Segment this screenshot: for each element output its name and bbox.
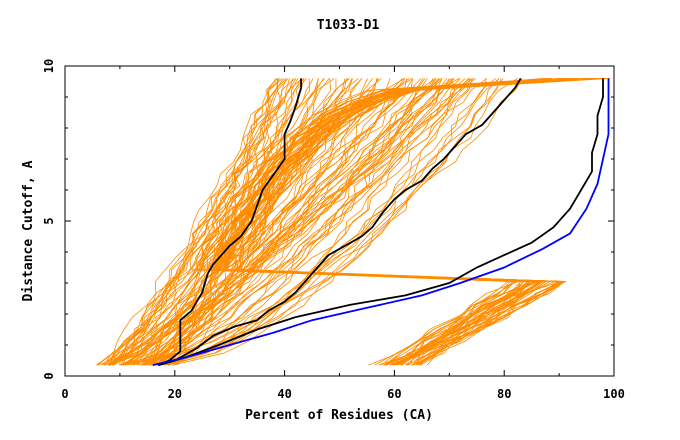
y-axis-label: Distance Cutoff, A (21, 160, 36, 301)
model-curve (208, 78, 596, 366)
model-curve (110, 78, 408, 366)
model-curve (120, 78, 436, 366)
model-curve (239, 78, 604, 366)
model-curve (143, 78, 422, 366)
model-curve (108, 78, 436, 366)
model-curve (152, 78, 378, 366)
model-curve (123, 78, 523, 366)
model-curve (214, 78, 571, 366)
model-curve (145, 78, 314, 366)
model-curve (119, 78, 279, 366)
series-line-highlight-middle (158, 77, 522, 366)
bundle-layer (96, 78, 611, 366)
model-curve (161, 78, 473, 366)
model-curve (168, 78, 297, 366)
model-curve (225, 78, 604, 366)
y-tick-label: 0 (42, 372, 56, 379)
model-curve (138, 78, 324, 366)
model-curve (120, 78, 504, 366)
series-line-highlight-left (157, 78, 303, 366)
model-curve (173, 78, 426, 366)
model-curve (119, 78, 461, 366)
series-line-highlight-right (158, 78, 604, 366)
tick-layer: 0 20 40 60 80 100 0 5 10 (42, 59, 625, 401)
x-axis-label: Percent of Residues (CA) (245, 408, 433, 423)
model-curve (124, 78, 454, 366)
model-curve (137, 78, 410, 366)
model-curve (162, 78, 363, 366)
model-curve (211, 78, 569, 366)
model-curve (104, 78, 296, 366)
x-tick-label: 100 (603, 387, 625, 401)
model-curve (97, 78, 277, 366)
x-tick-label: 80 (497, 387, 511, 401)
model-curve (121, 78, 332, 366)
model-curve (167, 78, 382, 366)
model-curve (97, 78, 440, 366)
model-curve (164, 78, 502, 366)
model-curve (107, 78, 368, 366)
model-curve (214, 78, 575, 366)
model-curve (141, 78, 443, 366)
model-curve (140, 78, 434, 366)
model-curve (158, 78, 456, 366)
model-curve (155, 78, 500, 366)
model-curve (214, 78, 589, 366)
y-tick-label: 5 (42, 217, 56, 224)
model-curve (176, 78, 307, 366)
model-curve (111, 78, 472, 366)
model-curve (151, 78, 424, 366)
model-curve (224, 78, 591, 366)
x-tick-label: 60 (387, 387, 401, 401)
model-curve (103, 78, 283, 366)
series-layer (152, 77, 610, 366)
chart-title: T1033-D1 (317, 18, 380, 33)
model-curve (230, 78, 563, 366)
model-curve (122, 78, 289, 366)
model-curve (167, 78, 443, 366)
model-curve (154, 78, 466, 366)
model-curve (122, 78, 460, 366)
model-curve (151, 78, 519, 366)
y-tick-label: 10 (42, 59, 56, 73)
x-tick-label: 0 (61, 387, 68, 401)
model-curve (108, 78, 280, 366)
model-curve (239, 78, 594, 366)
model-curve (168, 78, 471, 366)
series-line-reference (152, 78, 610, 366)
model-curve (109, 78, 405, 366)
x-tick-label: 40 (277, 387, 291, 401)
x-tick-label: 20 (168, 387, 182, 401)
model-curve (148, 78, 497, 366)
model-curve (153, 78, 428, 366)
